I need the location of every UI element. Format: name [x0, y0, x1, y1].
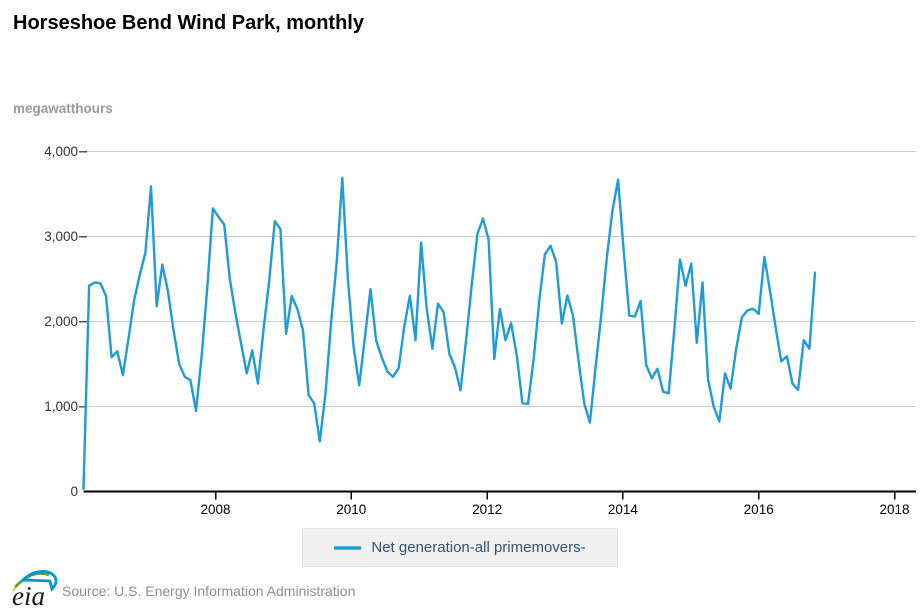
page-title: Horseshoe Bend Wind Park, monthly: [13, 12, 364, 34]
y-tick-label: 4,000: [44, 144, 78, 159]
y-tick-label: 1,000: [44, 399, 78, 414]
x-tick-label: 2014: [608, 502, 639, 517]
x-tick-label: 2008: [200, 502, 230, 517]
eia-logo: eia: [10, 565, 60, 613]
x-tick-label: 2010: [336, 502, 366, 517]
legend-label: Net generation-all primemovers-: [371, 539, 586, 556]
y-tick-label: 2,000: [44, 314, 78, 329]
source-attribution: Source: U.S. Energy Information Administ…: [62, 583, 356, 599]
net-generation-line: [82, 176, 817, 491]
x-tick-label: 2016: [744, 502, 774, 517]
eia-logo-blue-arc: [19, 569, 58, 592]
y-tick-label: 0: [70, 484, 78, 499]
x-tick-label: 2012: [472, 502, 502, 517]
y-axis-units-label: megawatthours: [13, 101, 113, 116]
eia-logo-text: eia: [12, 581, 45, 610]
x-tick-label: 2018: [879, 502, 909, 517]
legend[interactable]: Net generation-all primemovers-: [302, 528, 618, 567]
legend-swatch: [334, 545, 362, 550]
y-tick-label: 3,000: [44, 229, 78, 244]
